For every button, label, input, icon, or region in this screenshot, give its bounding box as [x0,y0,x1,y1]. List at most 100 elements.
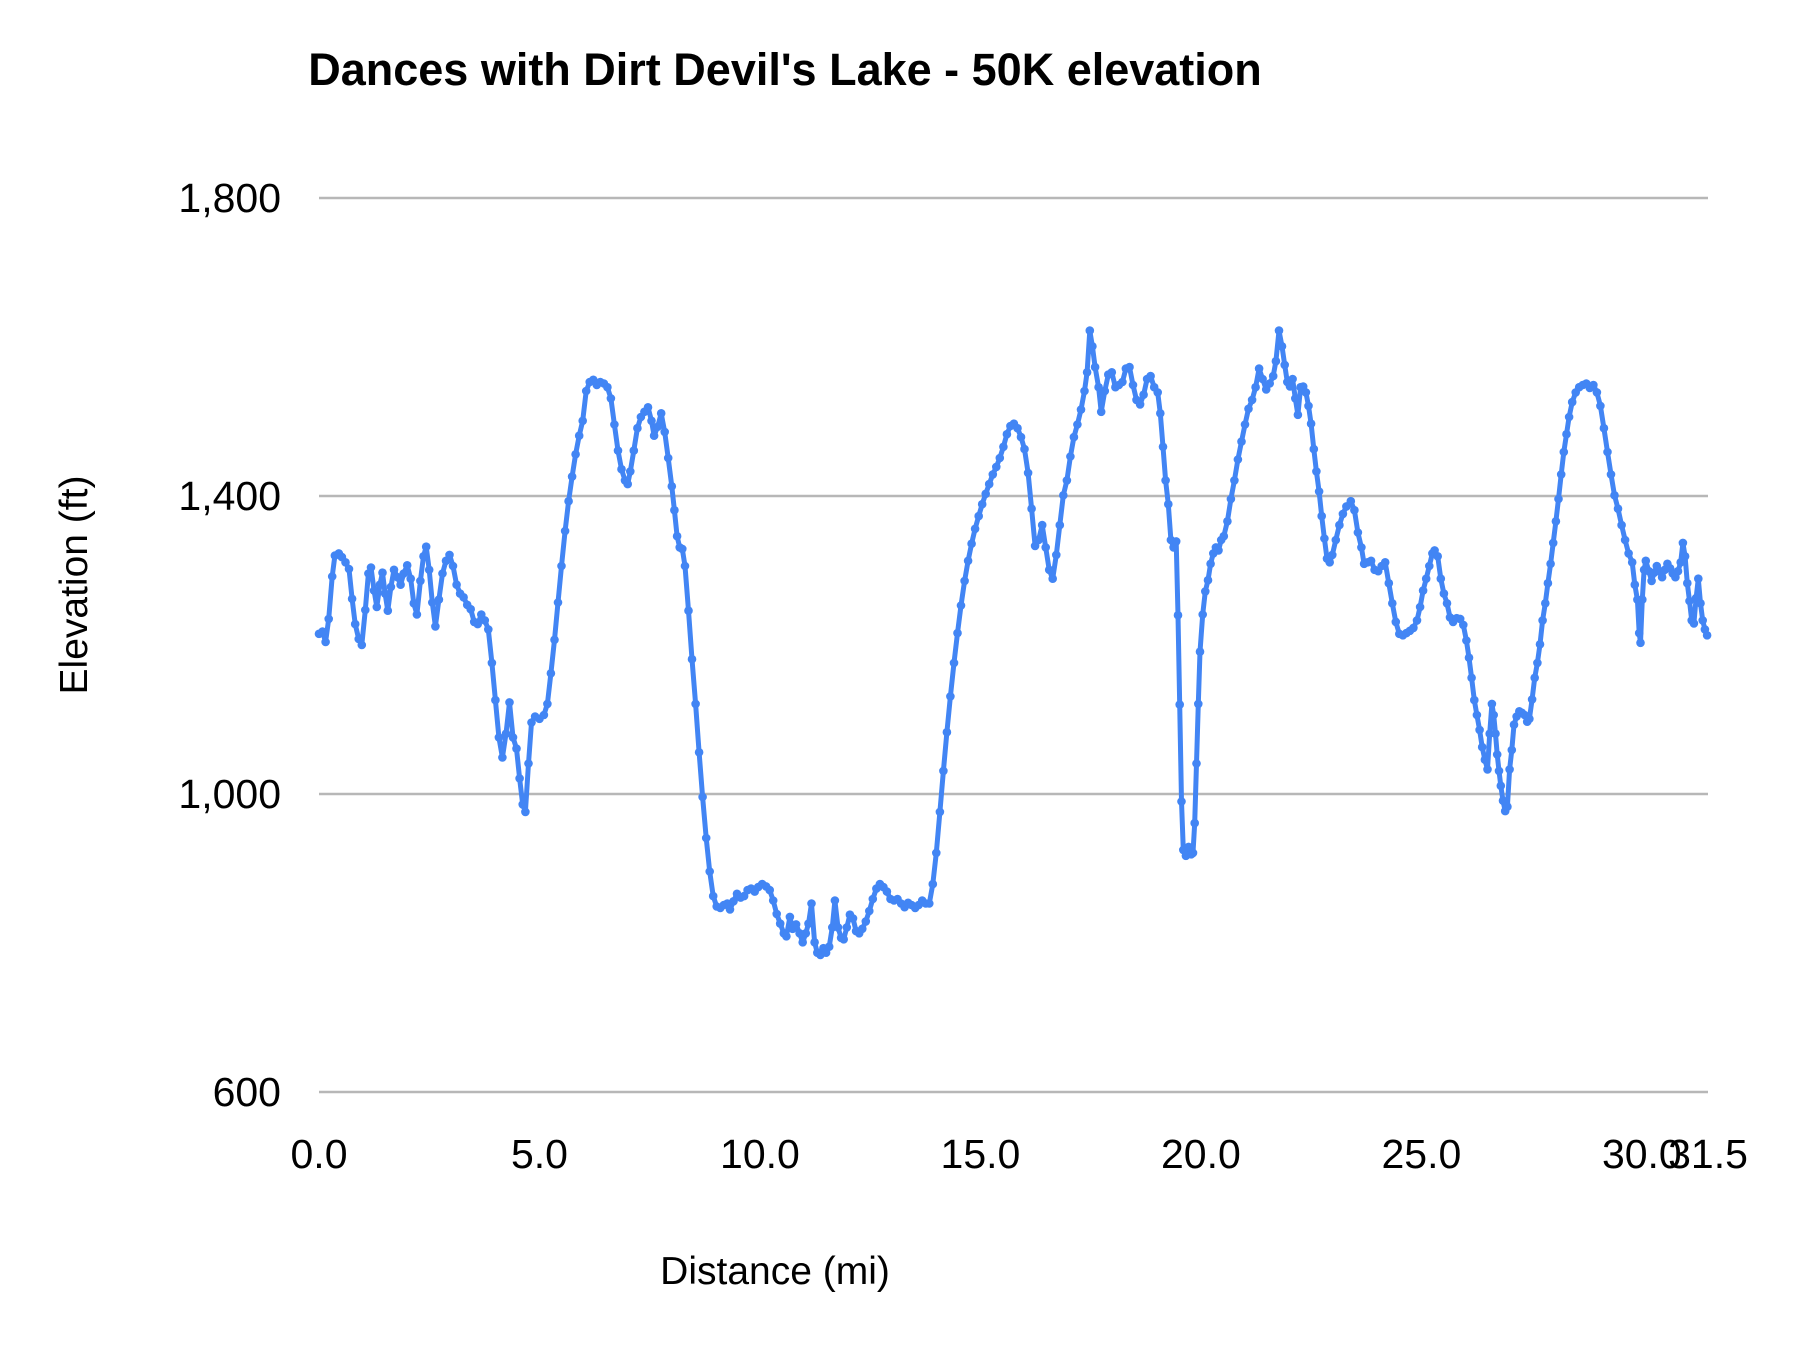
data-point [1357,543,1366,552]
data-point [1630,580,1640,589]
data-point [550,635,559,645]
data-point [1433,552,1442,561]
data-point [1240,420,1250,429]
data-point [610,420,619,429]
data-point [1173,610,1183,620]
data-point [1335,520,1344,530]
data-point [484,625,493,634]
data-point [1464,653,1474,662]
data-point [1027,504,1036,513]
data-point [1556,470,1566,479]
data-point [672,531,682,541]
data-point [1055,520,1065,530]
data-point [1175,700,1184,709]
data-point [953,628,962,638]
data-point [946,692,955,701]
data-point [842,923,852,932]
data-point [1190,818,1199,828]
data-point [660,427,669,437]
x-tick-label: 30.0 [1602,1131,1682,1177]
data-point [1491,729,1500,738]
data-point [791,920,801,929]
data-point [684,606,693,615]
data-point [1567,397,1577,407]
data-point [1192,759,1201,768]
x-tick-label: 31.5 [1668,1131,1748,1177]
data-point [1562,429,1571,439]
data-point [1268,371,1278,381]
x-tick-label: 20.0 [1161,1131,1241,1177]
data-point [1237,437,1246,446]
data-point [452,580,461,589]
data-point [1304,401,1313,411]
data-point [1002,429,1012,439]
data-point [1496,781,1506,791]
x-tick-label: 15.0 [941,1131,1021,1177]
data-point [508,733,518,742]
data-point [1498,796,1508,805]
data-point [678,544,687,554]
data-point [521,807,530,817]
data-point [1689,619,1699,628]
data-point [992,462,1001,472]
data-point [984,479,994,489]
data-point [1062,476,1072,485]
data-point [1678,538,1688,548]
data-point [399,569,409,578]
data-point [350,619,360,629]
data-point [1164,499,1173,509]
data-point [1346,496,1356,506]
y-tick-label: 1,400 [178,473,281,519]
data-point [1314,487,1324,496]
data-point [1647,576,1656,586]
data-point [1059,491,1068,500]
data-point [369,586,379,595]
data-point [656,409,666,418]
data-point [327,572,337,581]
data-point [935,807,945,817]
data-point [1309,444,1319,454]
data-point [341,558,350,567]
data-point [574,431,584,441]
data-point [406,574,416,583]
data-point [995,453,1005,463]
data-point [419,552,428,561]
data-point [1676,558,1685,567]
data-point [1128,380,1138,390]
data-point [725,905,735,914]
data-point [1195,647,1205,656]
data-point [782,932,791,941]
x-tick-labels: 0.0 5.0 10.0 15.0 20.0 25.0 30.031.5 [291,1131,1748,1177]
data-point [524,759,533,768]
gridlines [319,196,1708,1094]
data-point [1564,412,1574,422]
data-point [868,894,878,904]
data-point [1280,360,1289,370]
data-point [647,416,656,426]
data-point [1439,589,1449,598]
data-point [1090,362,1100,372]
data-point [701,833,711,843]
data-point [1201,587,1210,596]
data-point [970,524,980,534]
data-point [1088,342,1097,351]
data-point [687,654,697,664]
data-point [318,627,327,636]
data-point [810,938,819,947]
data-point [1620,535,1630,545]
data-point [321,637,330,647]
data-point [375,580,385,589]
data-point [1244,404,1253,414]
data-point [798,938,807,947]
data-point [1418,586,1428,595]
data-point [421,542,431,551]
x-axis-title: Distance (mi) [660,1250,890,1293]
data-point [564,496,573,506]
data-point [380,589,390,598]
data-point [1546,559,1555,569]
data-point [865,906,874,916]
data-point [445,550,454,560]
data-point [861,917,871,926]
data-point [1636,638,1645,648]
